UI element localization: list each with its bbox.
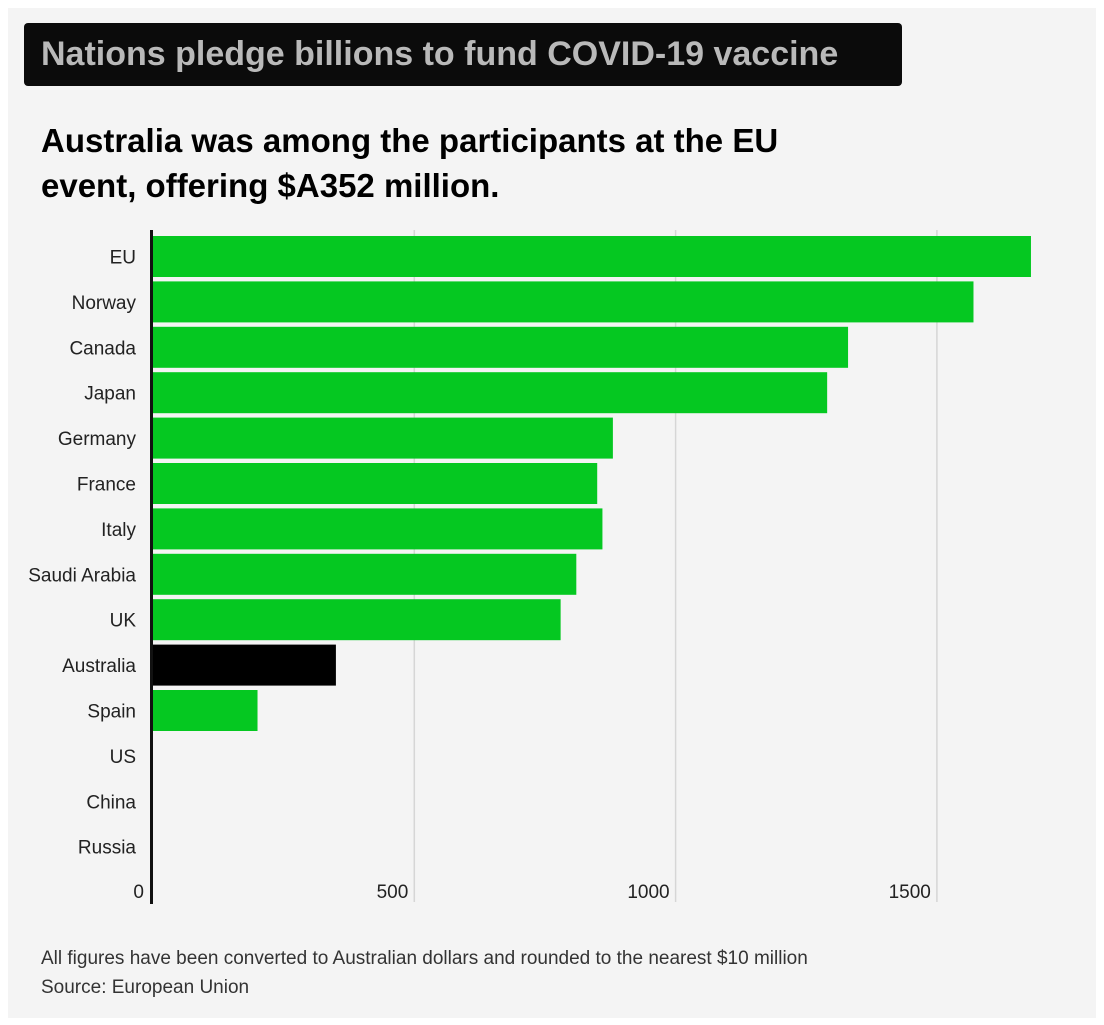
footer: All figures have been converted to Austr… (41, 944, 808, 1002)
category-label: UK (110, 611, 137, 632)
x-tick-label: 0 (133, 882, 144, 903)
footnote: All figures have been converted to Austr… (41, 948, 808, 969)
bar-canada (153, 326, 849, 368)
x-tick-label: 1500 (889, 882, 931, 903)
category-label: US (110, 747, 136, 768)
x-tick-label: 500 (377, 882, 409, 903)
category-label: Germany (58, 429, 137, 450)
bar-france (153, 463, 598, 504)
category-label: Canada (69, 338, 136, 359)
category-label: EU (110, 248, 136, 269)
category-label: Saudi Arabia (28, 565, 136, 586)
bar-italy (153, 508, 603, 550)
bar-germany (153, 417, 613, 459)
bar-australia (153, 644, 336, 686)
source-note: Source: European Union (41, 977, 250, 998)
category-label: Russia (78, 838, 137, 859)
bar-norway (153, 281, 974, 323)
bar-saudi-arabia (153, 553, 577, 595)
bar-eu (153, 236, 1031, 277)
category-label: Spain (87, 702, 136, 723)
category-label: Norway (72, 293, 137, 314)
category-label: Italy (101, 520, 136, 541)
subtitle: Australia was among the participants at … (41, 122, 779, 204)
bar-uk (153, 599, 561, 641)
bar-spain (153, 690, 258, 731)
category-label: Australia (62, 656, 136, 677)
bar-japan (153, 372, 828, 414)
headline: Nations pledge billions to fund COVID-19… (24, 23, 902, 86)
category-label: France (77, 475, 136, 496)
x-tick-label: 1000 (627, 882, 669, 903)
category-label: China (86, 792, 136, 813)
category-label: Japan (84, 384, 136, 405)
